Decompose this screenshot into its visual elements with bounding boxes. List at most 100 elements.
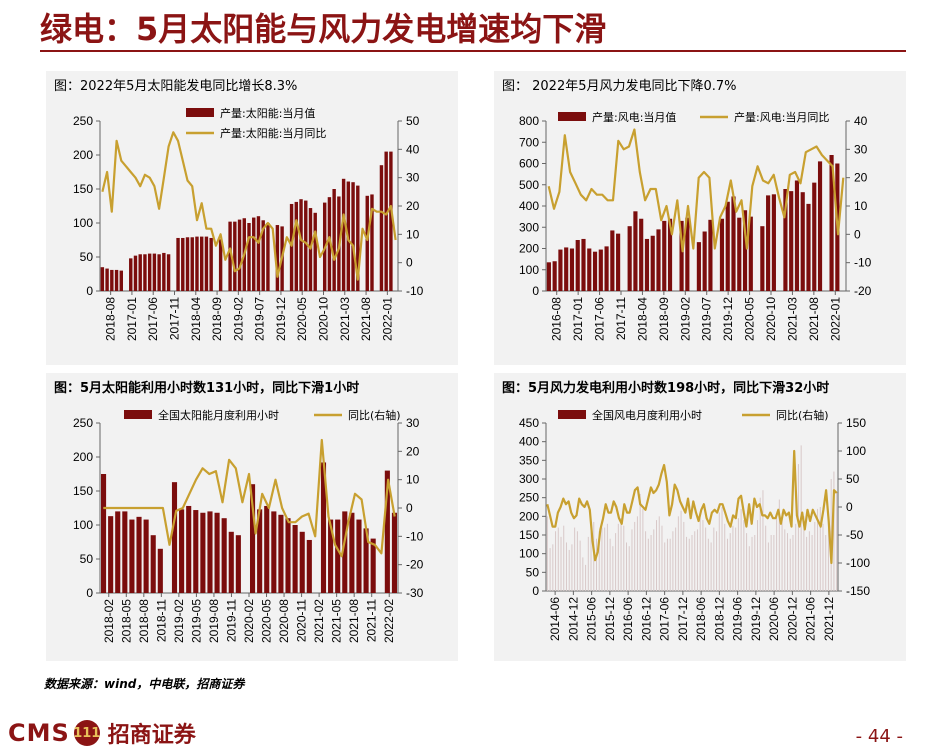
data-bar <box>150 535 156 593</box>
data-bar <box>157 254 161 291</box>
left-tick-label: 100 <box>519 263 539 277</box>
x-tick-label: 2020-11 <box>295 599 309 642</box>
right-tick-label: 10 <box>406 473 420 487</box>
legend-line-label: 同比(右轴) <box>776 408 829 422</box>
left-tick-label: 150 <box>73 182 93 196</box>
x-tick-label: 2017-06 <box>146 297 160 341</box>
x-tick-label: 2019-05 <box>189 599 203 643</box>
data-bar <box>585 564 587 591</box>
data-bar <box>639 218 644 291</box>
x-tick-label: 2017-01 <box>571 297 585 341</box>
data-bar <box>568 549 570 591</box>
data-bar <box>365 195 369 291</box>
data-bar <box>292 525 298 593</box>
data-bar <box>811 535 813 591</box>
data-bar <box>636 516 638 591</box>
x-tick-label: 2020-12 <box>785 597 799 641</box>
chart-panel-wind-hours: 图：5月风力发电利用小时数198小时，同比下滑32小时 0 50 100 150 200… <box>494 373 906 661</box>
data-bar <box>836 492 838 591</box>
data-bar <box>606 523 608 591</box>
right-tick-label: 20 <box>854 171 868 185</box>
right-tick-label: 0 <box>406 501 413 515</box>
data-bar <box>299 199 303 291</box>
data-bar <box>653 529 655 591</box>
x-tick-label: 2019-07 <box>253 297 267 341</box>
x-tick-label: 2018-08 <box>137 599 151 643</box>
data-bar <box>200 512 206 593</box>
left-tick-label: 100 <box>519 547 539 561</box>
data-bar <box>696 529 698 591</box>
x-tick-label: 2020-10 <box>317 297 331 341</box>
data-bar <box>332 189 336 291</box>
data-bar <box>751 536 753 591</box>
x-tick-label: 2014-12 <box>566 597 580 641</box>
data-line <box>101 131 397 281</box>
data-bar <box>218 239 223 291</box>
x-tick-label: 2021-08 <box>807 297 821 341</box>
right-tick-label: 0 <box>846 500 853 514</box>
logo-text: CMS <box>8 719 70 747</box>
data-bar <box>181 237 185 291</box>
data-bar <box>129 519 135 593</box>
data-bar <box>195 236 199 291</box>
data-bar <box>560 536 562 591</box>
left-tick-label: 50 <box>526 565 540 579</box>
x-tick-label: 2014-06 <box>548 597 562 641</box>
data-bar <box>713 527 715 591</box>
data-bar <box>800 192 805 291</box>
data-bar <box>110 269 114 291</box>
right-tick-label: -150 <box>846 584 870 598</box>
data-bar <box>830 479 832 591</box>
data-bar <box>784 529 786 591</box>
right-tick-label: -10 <box>854 256 872 270</box>
right-tick-label: 40 <box>854 114 868 128</box>
left-tick-label: 250 <box>73 114 93 128</box>
data-bar <box>694 531 696 591</box>
data-bar <box>166 254 171 291</box>
data-bar <box>829 155 834 291</box>
data-bar <box>351 182 355 291</box>
x-tick-label: 2016-06 <box>621 597 635 641</box>
left-tick-label: 250 <box>519 491 539 505</box>
data-bar <box>306 539 312 593</box>
data-bar <box>558 249 563 291</box>
x-tick-label: 2015-06 <box>585 597 599 641</box>
x-tick-label: 2021-12 <box>822 597 836 641</box>
data-bar <box>721 507 723 591</box>
data-bar <box>792 535 794 591</box>
left-tick-label: 500 <box>519 178 539 192</box>
left-tick-label: 700 <box>519 135 539 149</box>
data-bar <box>235 535 241 593</box>
title-divider <box>40 50 906 52</box>
data-source-note: 数据来源：wind，中电联，招商证券 <box>44 677 245 691</box>
left-tick-label: 300 <box>519 472 539 486</box>
data-bar <box>789 538 791 591</box>
right-tick-label: -30 <box>406 586 424 600</box>
data-line <box>546 449 838 565</box>
x-tick-label: 2017-11 <box>168 297 182 340</box>
data-bar <box>645 531 647 591</box>
data-bar <box>737 217 742 291</box>
data-bar <box>555 531 557 591</box>
x-tick-label: 2019-02 <box>231 297 245 341</box>
solar-generation-chart: 0 50 100 150 200 250 -10 0 10 20 30 40 50 2018-08 2017… <box>73 106 424 341</box>
left-tick-label: 400 <box>519 435 539 449</box>
data-bar <box>667 218 673 291</box>
data-bar <box>294 201 299 291</box>
data-bar <box>746 533 748 591</box>
data-bar <box>650 235 655 291</box>
data-bar <box>642 508 644 591</box>
data-bar <box>680 510 682 591</box>
left-tick-label: 0 <box>86 586 93 600</box>
data-bar <box>789 191 794 292</box>
data-bar <box>171 482 178 593</box>
right-tick-label: -100 <box>846 556 870 570</box>
data-bar <box>766 195 771 292</box>
left-tick-label: 600 <box>519 157 539 171</box>
data-bar <box>209 237 213 291</box>
left-tick-label: 250 <box>73 416 93 430</box>
x-tick-label: 2017-06 <box>658 597 672 641</box>
data-bar <box>683 521 685 591</box>
data-bar <box>814 521 816 591</box>
